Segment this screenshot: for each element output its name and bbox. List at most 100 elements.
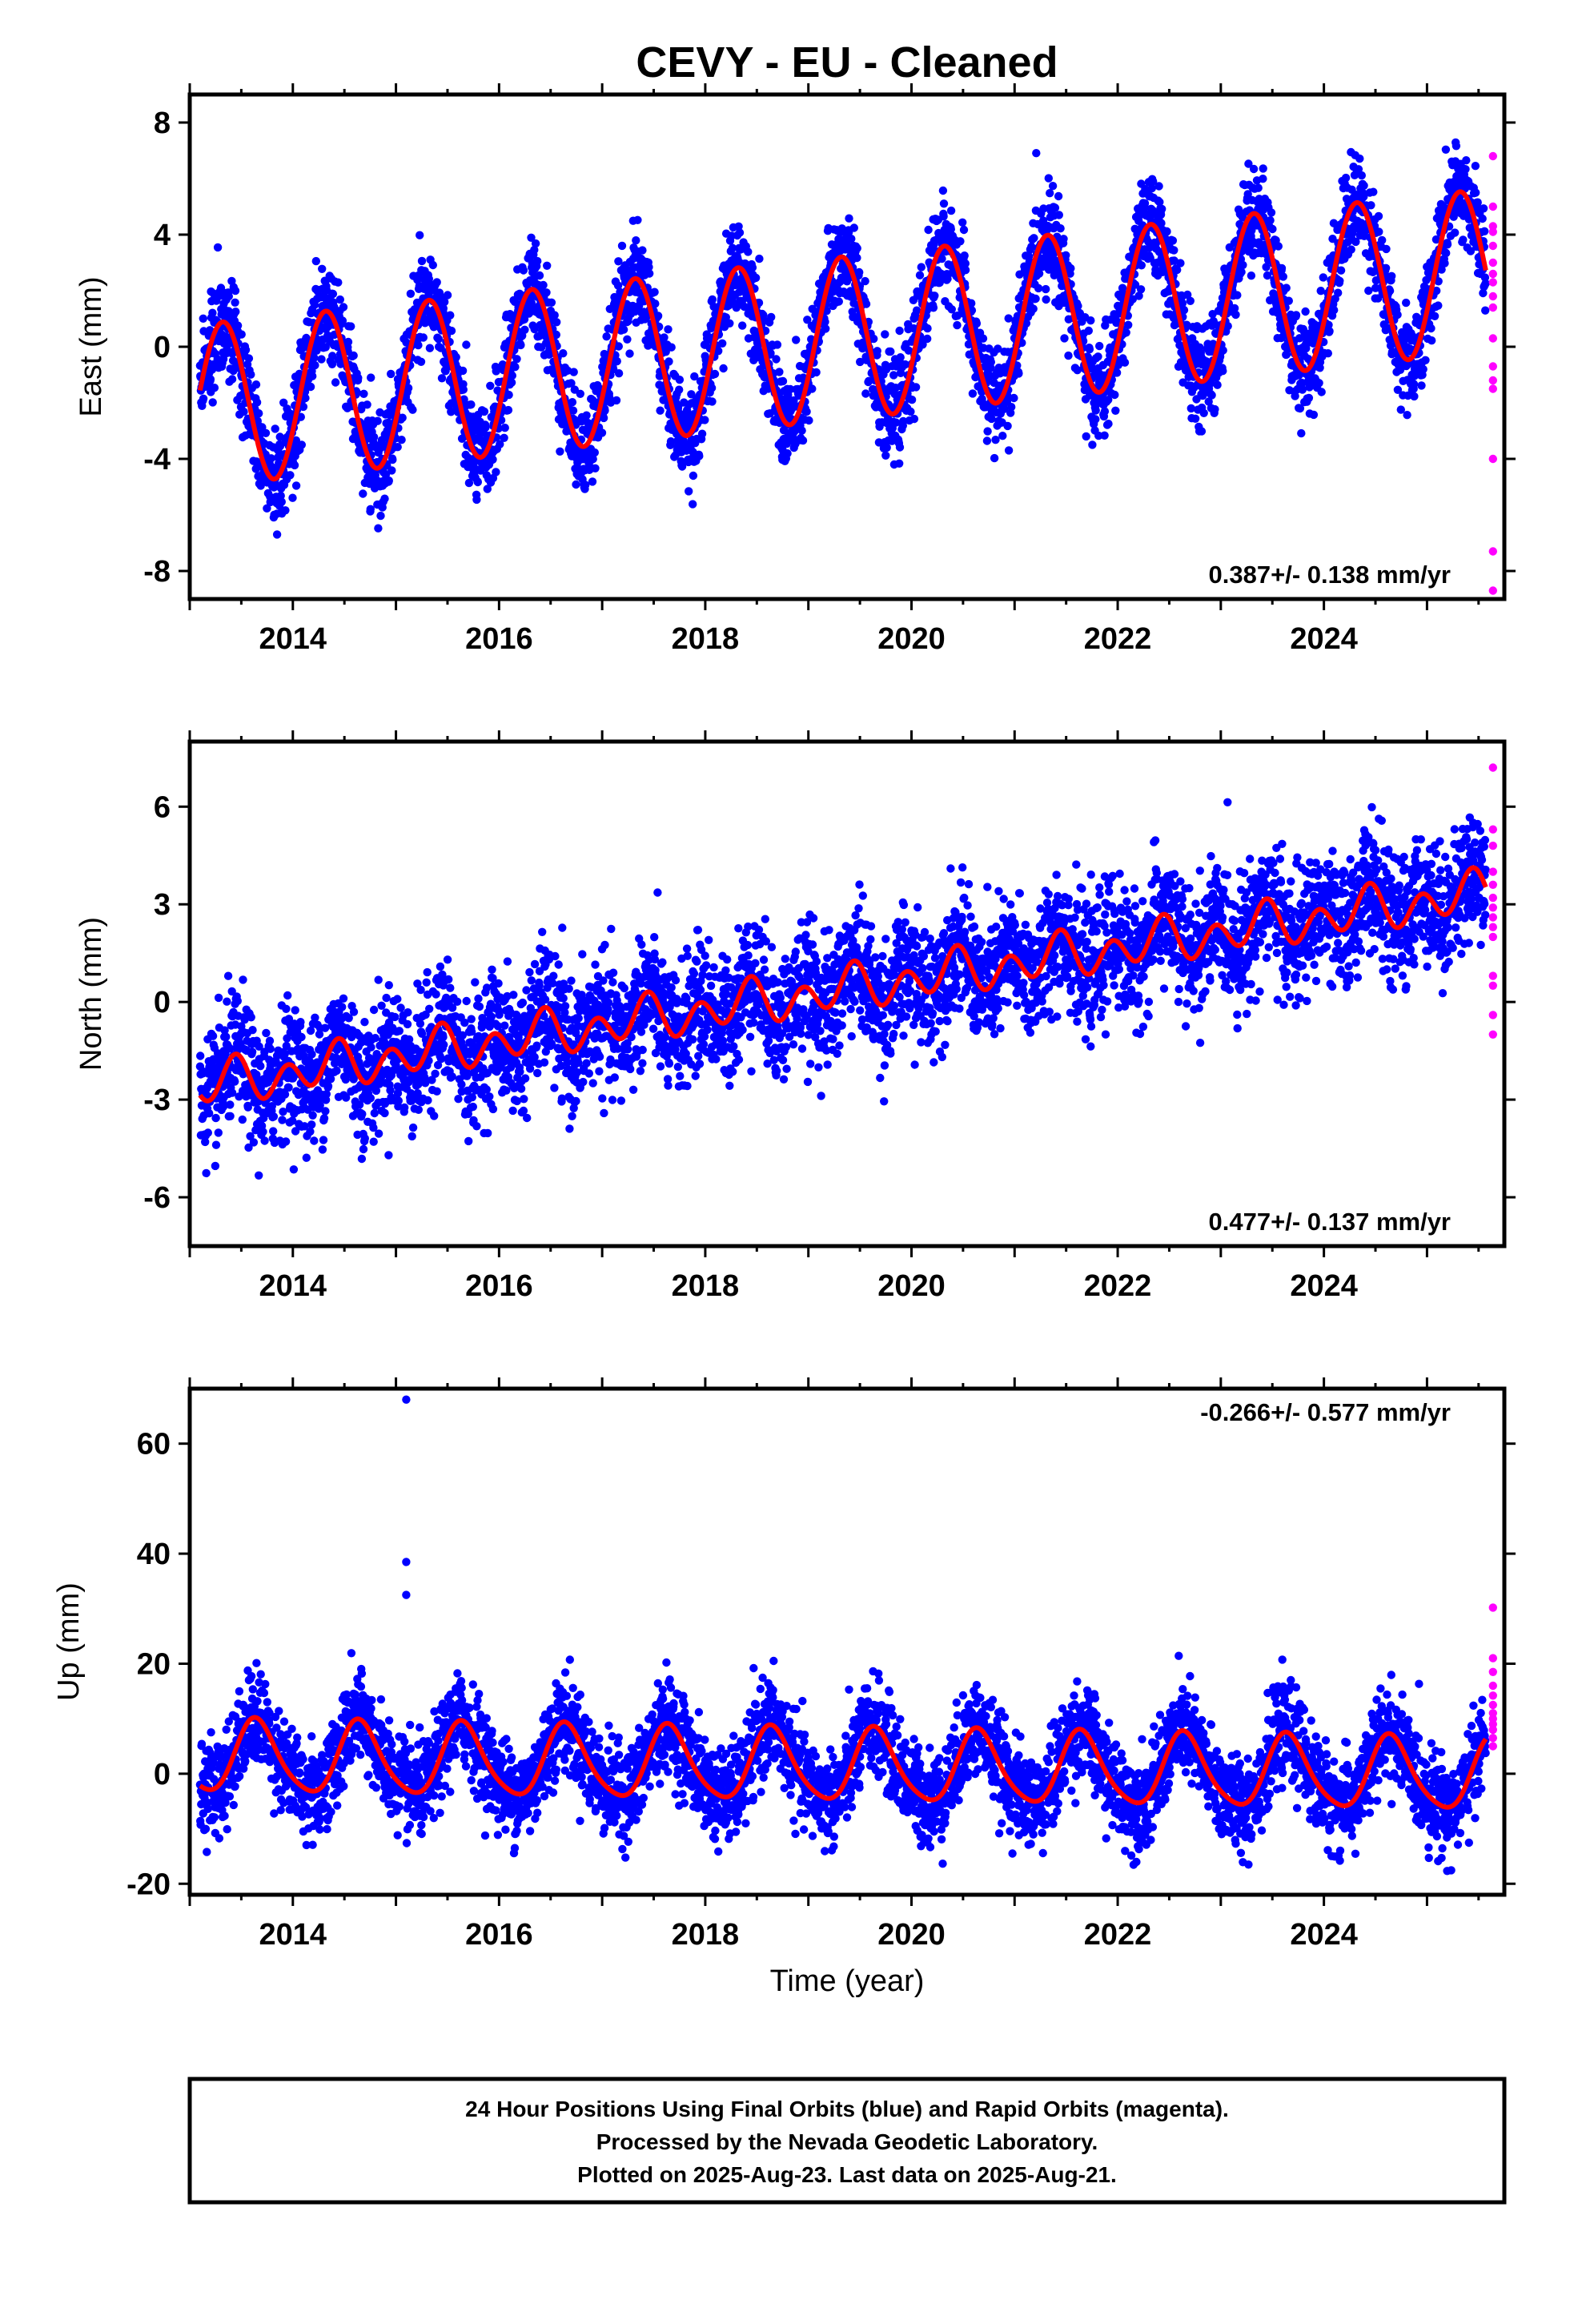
final-point xyxy=(354,373,363,383)
final-point xyxy=(1304,393,1314,403)
final-point xyxy=(291,436,300,445)
final-point xyxy=(291,481,301,490)
final-point xyxy=(271,424,279,433)
final-point xyxy=(1279,272,1288,281)
final-point xyxy=(853,243,861,253)
final-point xyxy=(1007,403,1016,412)
final-point xyxy=(520,325,529,334)
final-point xyxy=(1357,171,1367,180)
final-point xyxy=(1059,235,1068,243)
final-point xyxy=(1441,145,1451,154)
final-point xyxy=(812,368,821,377)
final-point xyxy=(504,405,513,415)
final-point xyxy=(488,455,497,464)
final-point xyxy=(211,1113,220,1123)
final-point xyxy=(773,340,782,349)
final-point xyxy=(511,363,520,372)
final-point xyxy=(366,505,375,513)
final-point xyxy=(792,336,801,344)
final-point xyxy=(834,297,844,306)
north-final-points xyxy=(195,798,1490,1180)
final-point xyxy=(612,356,621,366)
final-point xyxy=(317,355,326,364)
y-tick-label: -4 xyxy=(143,443,171,476)
final-point xyxy=(1481,279,1490,288)
final-point xyxy=(542,288,551,297)
final-point xyxy=(1277,263,1287,273)
east-rapid-points xyxy=(1488,151,1498,595)
final-point xyxy=(231,298,239,307)
final-point xyxy=(725,319,734,328)
final-point xyxy=(446,311,455,320)
final-point xyxy=(1315,379,1323,388)
final-point xyxy=(281,506,290,515)
final-point xyxy=(552,318,561,327)
final-point xyxy=(210,384,219,392)
final-point xyxy=(917,263,926,271)
y-tick-label: 0 xyxy=(154,331,171,364)
final-point xyxy=(277,497,286,506)
final-point xyxy=(259,1128,267,1136)
final-point xyxy=(1427,336,1436,345)
final-point xyxy=(1378,235,1387,245)
final-point xyxy=(778,376,788,386)
final-point xyxy=(289,1165,299,1174)
final-point xyxy=(568,406,578,415)
final-point xyxy=(266,1044,275,1054)
final-point xyxy=(915,271,925,279)
final-point xyxy=(923,334,932,344)
final-point xyxy=(266,497,275,507)
final-point xyxy=(1168,236,1178,245)
final-point xyxy=(359,389,368,398)
final-point xyxy=(1369,187,1378,196)
final-point xyxy=(1046,189,1054,198)
final-point xyxy=(214,993,223,1003)
final-point xyxy=(1094,352,1102,361)
final-point xyxy=(447,326,456,336)
final-point xyxy=(1104,420,1113,428)
final-point xyxy=(462,340,471,349)
final-point xyxy=(849,223,859,232)
final-point xyxy=(432,278,441,287)
final-point xyxy=(1211,404,1219,414)
final-point xyxy=(582,411,591,420)
final-point xyxy=(653,312,663,320)
final-point xyxy=(301,393,310,403)
final-point xyxy=(602,332,611,341)
final-point xyxy=(481,423,490,432)
final-point xyxy=(328,352,337,360)
final-point xyxy=(1480,227,1489,235)
final-point xyxy=(1341,173,1351,183)
final-point xyxy=(735,228,745,237)
final-point xyxy=(808,384,817,393)
final-point xyxy=(443,291,452,300)
final-point xyxy=(214,1128,223,1137)
final-point xyxy=(895,459,904,468)
final-point xyxy=(1267,208,1276,217)
final-point xyxy=(406,289,416,298)
final-point xyxy=(625,349,634,358)
final-point xyxy=(1259,175,1267,183)
final-point xyxy=(1207,391,1216,400)
final-point xyxy=(425,344,435,352)
rapid-point xyxy=(1488,278,1498,287)
final-point xyxy=(327,360,337,368)
final-point xyxy=(349,351,358,360)
final-point xyxy=(1034,283,1043,293)
final-point xyxy=(1297,428,1306,438)
final-point xyxy=(208,1031,218,1040)
final-point xyxy=(437,374,447,383)
final-point xyxy=(1375,227,1383,236)
final-point xyxy=(238,1115,247,1124)
final-point xyxy=(701,416,709,424)
final-point xyxy=(638,246,647,255)
final-point xyxy=(531,239,540,248)
final-point xyxy=(288,493,297,502)
final-point xyxy=(1387,271,1396,280)
final-point xyxy=(384,476,393,485)
x-tick-label: 2024 xyxy=(1290,622,1358,656)
final-point xyxy=(568,398,577,407)
